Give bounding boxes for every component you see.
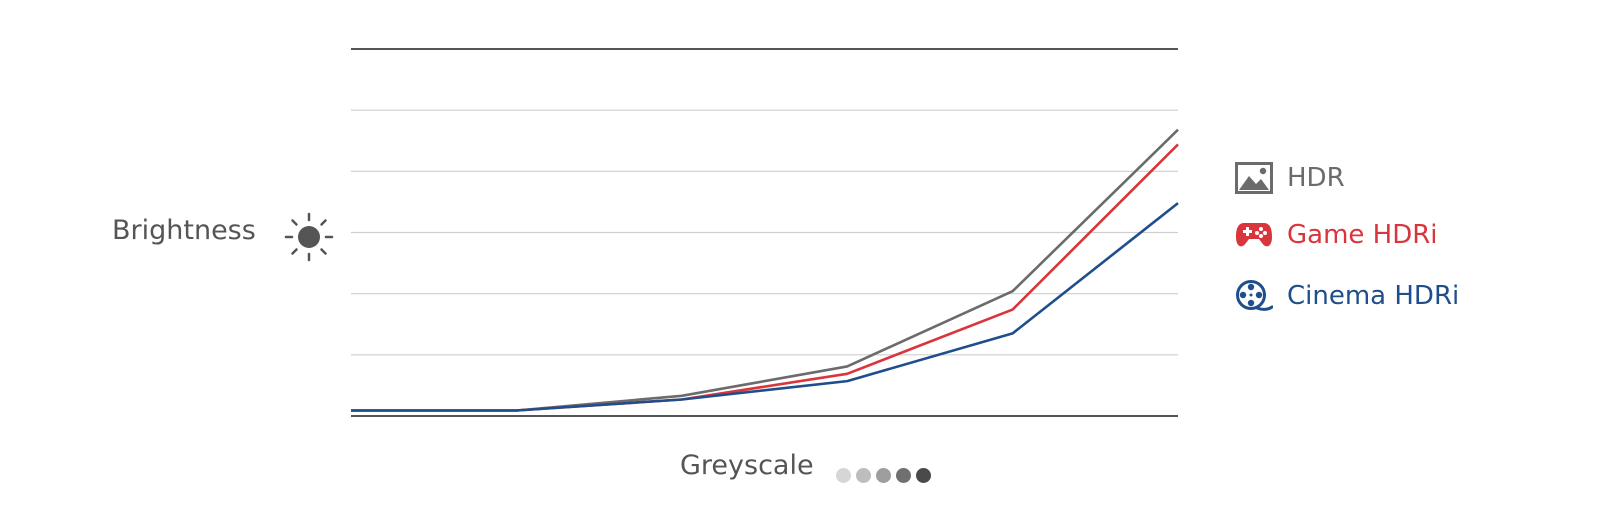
sun-icon (284, 212, 334, 262)
greyscale-dots (836, 468, 931, 483)
legend-item-cinema-hdri: Cinema HDRi (1235, 279, 1459, 313)
greyscale-dot (836, 468, 851, 483)
x-axis-label: Greyscale (680, 450, 814, 481)
y-axis-label: Brightness (112, 215, 256, 246)
legend-label-game-hdri: Game HDRi (1287, 220, 1438, 250)
series-line-game-hdri (351, 143, 1179, 412)
series-line-cinema-hdri (351, 202, 1179, 412)
legend-label-cinema-hdri: Cinema HDRi (1287, 281, 1460, 311)
greyscale-dot (896, 468, 911, 483)
image-icon (1235, 162, 1273, 194)
legend-label-hdr: HDR (1287, 163, 1345, 193)
legend-item-game-hdri: Game HDRi (1235, 219, 1438, 251)
gamepad-icon (1236, 223, 1272, 247)
film-reel-icon (1236, 280, 1273, 311)
greyscale-dot (916, 468, 931, 483)
greyscale-dot (856, 468, 871, 483)
legend-item-hdr: HDR (1235, 162, 1345, 194)
greyscale-dot (876, 468, 891, 483)
